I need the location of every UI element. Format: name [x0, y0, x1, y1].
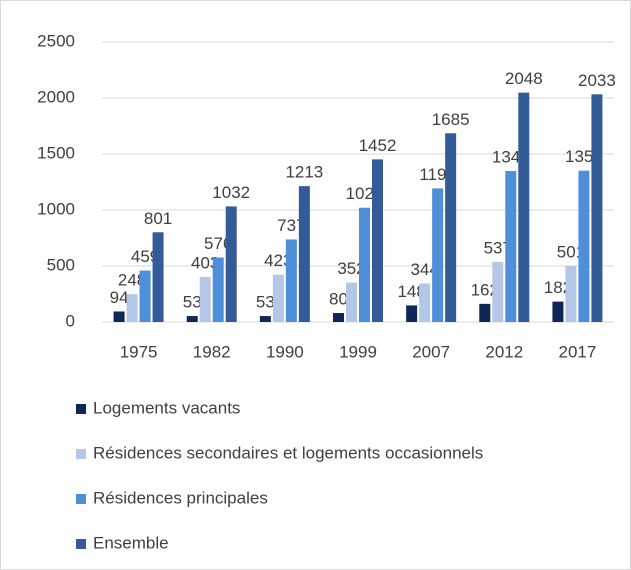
- bar: [445, 133, 457, 322]
- bar: [372, 159, 383, 322]
- legend-swatch: [76, 494, 86, 504]
- data-label: 162: [471, 280, 499, 299]
- bar: [359, 207, 370, 322]
- bar: [186, 316, 198, 322]
- bar: [552, 301, 564, 322]
- bar: [518, 92, 530, 323]
- data-label: 537: [484, 238, 512, 257]
- x-tick-label: 2007: [412, 342, 450, 361]
- bar: [272, 274, 284, 322]
- data-label: 2048: [505, 69, 543, 88]
- bar: [492, 261, 504, 322]
- data-label: 737: [277, 216, 305, 235]
- data-label: 148: [397, 282, 425, 301]
- bar: [259, 316, 271, 322]
- legend-swatch: [76, 449, 86, 459]
- bar: [346, 282, 357, 322]
- data-label: 248: [118, 271, 146, 290]
- data-label: 53: [183, 293, 202, 312]
- bar: [225, 206, 237, 322]
- bar: [406, 305, 418, 322]
- bar: [333, 313, 344, 322]
- legend-label: Logements vacants: [93, 398, 240, 417]
- bar: [285, 239, 297, 322]
- legend-label: Ensemble: [93, 533, 169, 552]
- bar: [565, 265, 577, 322]
- x-tick-label: 1990: [266, 342, 304, 361]
- x-tick-label: 1999: [339, 342, 377, 361]
- bar: [479, 303, 491, 322]
- data-label: 576: [204, 234, 232, 253]
- y-tick-label: 1500: [37, 143, 75, 162]
- data-label: 501: [557, 242, 585, 261]
- legend-swatch: [76, 404, 86, 414]
- bar: [505, 171, 517, 322]
- y-tick-label: 1000: [37, 199, 75, 218]
- bar: [298, 186, 310, 322]
- bar: [113, 311, 125, 322]
- data-label: 459: [131, 247, 159, 266]
- x-tick-label: 2012: [485, 342, 523, 361]
- bar: [432, 188, 444, 322]
- data-label: 1452: [359, 136, 397, 155]
- data-label: 80: [329, 290, 348, 309]
- data-label: 344: [410, 260, 438, 279]
- y-tick-label: 500: [47, 255, 75, 274]
- data-label: 182: [544, 278, 572, 297]
- bar: [199, 276, 211, 322]
- x-tick-label: 2017: [559, 342, 597, 361]
- data-label: 1213: [285, 163, 323, 182]
- legend-swatch: [76, 539, 86, 549]
- bar: [212, 257, 224, 322]
- data-label: 94: [110, 288, 129, 307]
- y-tick-label: 0: [66, 311, 75, 330]
- bar: [591, 94, 603, 322]
- bar: [126, 294, 138, 322]
- x-tick-label: 1982: [193, 342, 231, 361]
- bar: [578, 170, 590, 322]
- data-label: 1032: [212, 183, 250, 202]
- data-label: 1685: [432, 110, 470, 129]
- y-tick-label: 2500: [37, 31, 75, 50]
- y-tick-label: 2000: [37, 87, 75, 106]
- data-label: 2033: [578, 71, 616, 90]
- data-label: 352: [337, 259, 365, 278]
- data-label: 53: [256, 293, 275, 312]
- bar: [139, 270, 151, 322]
- legend-label: Résidences secondaires et logements occa…: [93, 443, 483, 462]
- bar: [152, 232, 164, 322]
- data-label: 403: [191, 253, 219, 272]
- legend-label: Résidences principales: [93, 488, 268, 507]
- data-label: 423: [264, 251, 292, 270]
- data-label: 801: [144, 209, 172, 228]
- bar: [419, 283, 431, 322]
- x-tick-label: 1975: [120, 342, 158, 361]
